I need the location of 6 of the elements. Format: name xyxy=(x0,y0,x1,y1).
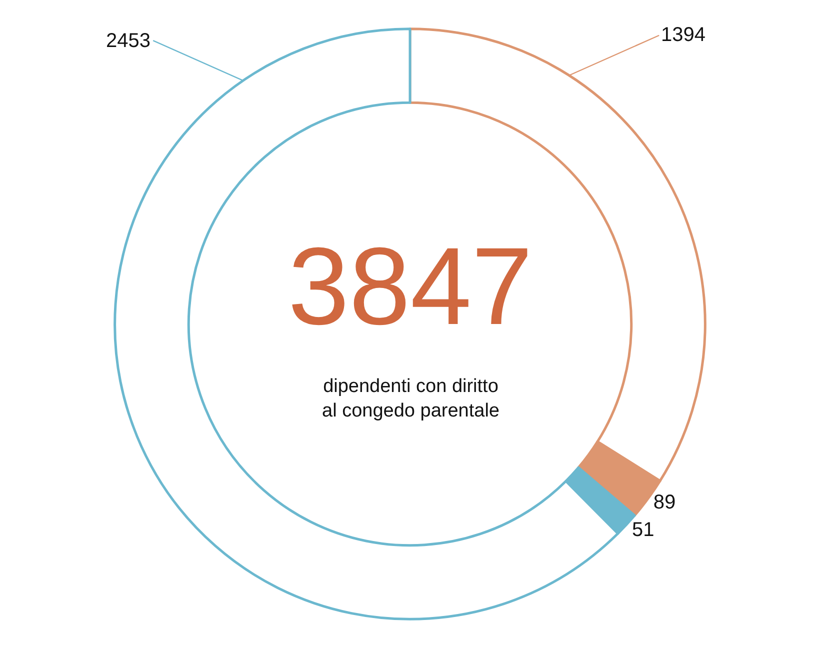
data-label: 89 xyxy=(653,492,676,514)
text: 3847 xyxy=(288,225,533,348)
text: dipendenti con diritto al congedo parentale xyxy=(322,376,500,422)
text: 2453 xyxy=(106,30,150,52)
text: 1394 xyxy=(661,24,706,46)
data-label: 51 xyxy=(632,518,654,541)
